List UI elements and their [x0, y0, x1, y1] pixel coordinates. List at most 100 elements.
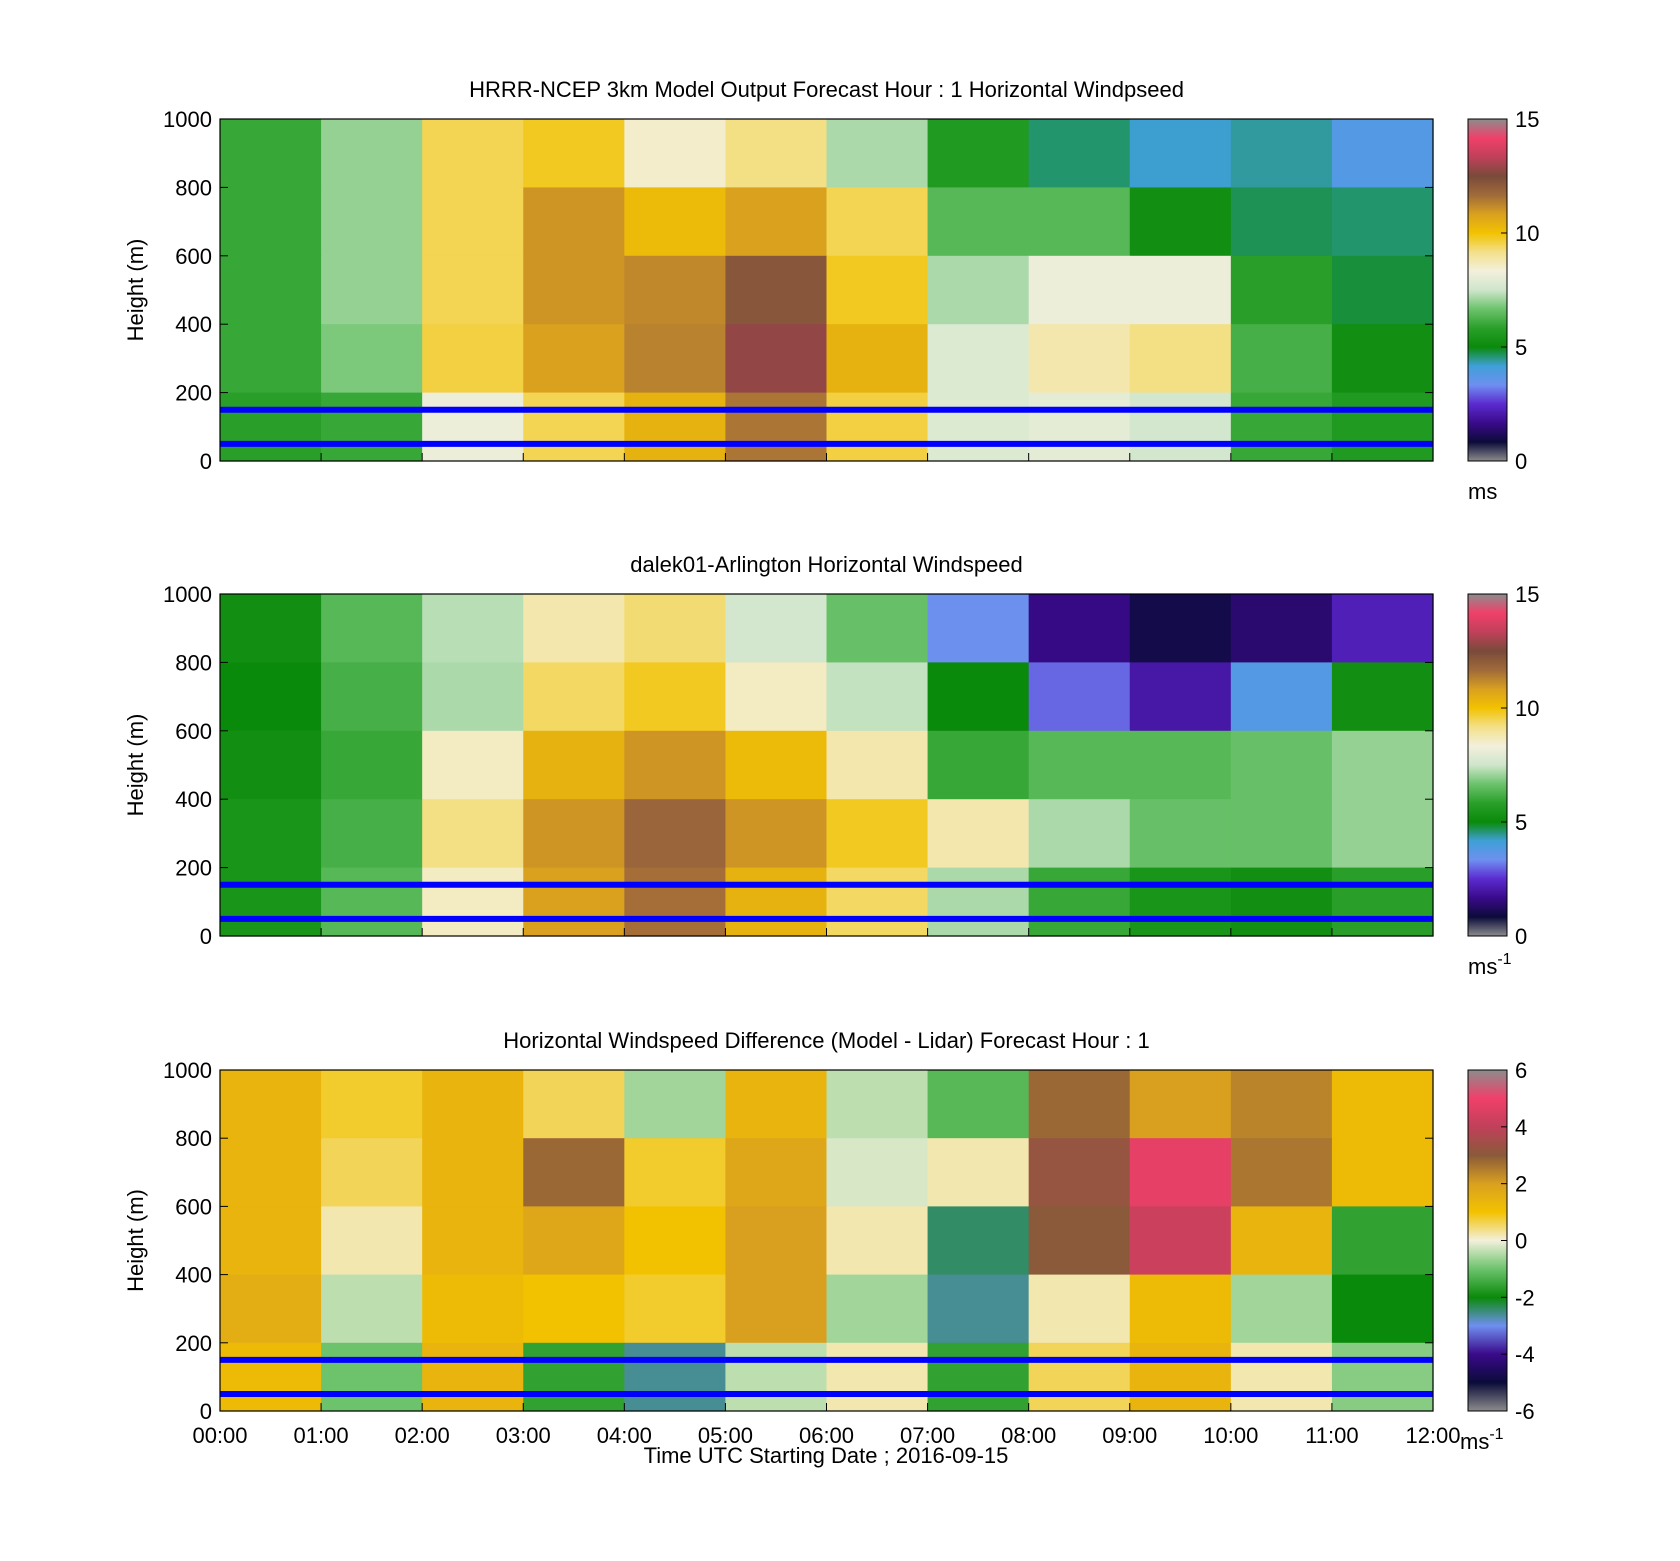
- colorbar-tick-label: 15: [1515, 107, 1539, 132]
- colorbar-tick-label: -6: [1515, 1399, 1535, 1424]
- x-tick-label: 09:00: [1102, 1423, 1157, 1448]
- x-tick-label: 11:00: [1305, 1423, 1358, 1448]
- heatmap-cell: [1331, 730, 1434, 800]
- heatmap-cell: [725, 392, 828, 462]
- heatmap-cell: [624, 594, 727, 663]
- heatmap-cell: [1129, 1342, 1232, 1412]
- heatmap-cell: [1331, 187, 1434, 257]
- heatmap-cell: [1129, 730, 1232, 800]
- y-tick-label: 0: [200, 1399, 212, 1424]
- y-tick-label: 800: [175, 650, 212, 675]
- panel-lidar-windspeed: dalek01-Arlington Horizontal Windspeed 0 2…: [123, 552, 1539, 979]
- y-axis-label: Height (m): [123, 239, 148, 342]
- y-tick-label: 800: [175, 1126, 212, 1151]
- y-axis-label: Height (m): [123, 714, 148, 817]
- x-tick-label: 12:00: [1405, 1423, 1460, 1448]
- x-tick-label: 02:00: [395, 1423, 450, 1448]
- heatmap-cell: [826, 730, 929, 800]
- colorbar-tick-label: 0: [1515, 924, 1527, 949]
- heatmap-cell: [422, 324, 524, 394]
- heatmap-cell: [321, 799, 423, 869]
- heatmap-cell: [826, 1274, 929, 1344]
- heatmap-cell: [523, 1274, 625, 1344]
- heatmap-cell: [422, 594, 524, 663]
- heatmap-cell: [523, 187, 625, 257]
- heatmap-cell: [725, 255, 828, 325]
- heatmap-cell: [1129, 324, 1232, 394]
- heatmap-cell: [624, 1274, 727, 1344]
- heatmap-cell: [927, 1070, 1030, 1139]
- x-tick-label: 05:00: [698, 1423, 753, 1448]
- heatmap-cell: [826, 1342, 929, 1412]
- heatmap-cell: [624, 392, 727, 462]
- heatmap-cell: [1129, 1274, 1232, 1344]
- heatmap-cell: [220, 1138, 322, 1207]
- heatmap-cell: [523, 119, 625, 188]
- heatmap-cell: [220, 1274, 322, 1344]
- heatmap-cell: [826, 1206, 929, 1276]
- heatmap-cell: [725, 324, 828, 394]
- y-tick-label: 200: [175, 381, 212, 406]
- heatmap-cell: [523, 255, 625, 325]
- heatmap-cell: [220, 119, 322, 188]
- heatmap-cell: [523, 867, 625, 937]
- heatmap-cell: [624, 662, 727, 732]
- heatmap-cell: [1129, 255, 1232, 325]
- heatmap-cell: [927, 119, 1030, 188]
- heatmap-cell: [1028, 1342, 1131, 1412]
- heatmap-cell: [523, 1070, 625, 1139]
- heatmap-cell: [1230, 662, 1333, 732]
- heatmap-cell: [422, 187, 524, 257]
- heatmap-cell: [1230, 730, 1333, 800]
- x-tick-label: 10:00: [1203, 1423, 1258, 1448]
- heatmap-cell: [422, 867, 524, 937]
- heatmap-cell: [422, 730, 524, 800]
- y-axis-label: Height (m): [123, 1189, 148, 1292]
- heatmap-cell: [624, 119, 727, 188]
- heatmap-cell: [422, 119, 524, 188]
- heatmap-cell: [321, 594, 423, 663]
- heatmap-cell: [725, 730, 828, 800]
- heatmap-cell: [1028, 730, 1131, 800]
- heatmap-cell: [422, 1274, 524, 1344]
- heatmap-cell: [1028, 392, 1131, 462]
- heatmap-cell: [1028, 594, 1131, 663]
- y-tick-label: 1000: [163, 582, 212, 607]
- heatmap-cell: [1028, 867, 1131, 937]
- y-tick-label: 400: [175, 312, 212, 337]
- heatmap-cell: [1331, 594, 1434, 663]
- x-tick-label: 01:00: [294, 1423, 349, 1448]
- heatmap-cell: [1331, 1342, 1434, 1412]
- heatmap-cell: [1331, 1070, 1434, 1139]
- y-tick-label: 1000: [163, 107, 212, 132]
- heatmap-cell: [725, 187, 828, 257]
- heatmap-cell: [927, 1342, 1030, 1412]
- heatmap-cell: [624, 1070, 727, 1139]
- heatmap-cell: [1331, 1274, 1434, 1344]
- heatmap-cell: [826, 255, 929, 325]
- heatmap-cell: [826, 324, 929, 394]
- colorbar-tick-label: 0: [1515, 1229, 1527, 1254]
- heatmap-cell: [927, 594, 1030, 663]
- heatmap-cell: [725, 1274, 828, 1344]
- colorbar: [1467, 118, 1508, 462]
- heatmap-cell: [422, 1342, 524, 1412]
- y-tick-label: 400: [175, 1263, 212, 1288]
- heatmap-cell: [220, 730, 322, 800]
- heatmap-cell: [1028, 1206, 1131, 1276]
- colorbar-tick-label: 2: [1515, 1172, 1527, 1197]
- heatmap-cell: [826, 1138, 929, 1207]
- heatmap-cell: [1230, 1206, 1333, 1276]
- heatmap-cell: [523, 392, 625, 462]
- heatmap-cell: [1230, 1274, 1333, 1344]
- y-tick-label: 200: [175, 856, 212, 881]
- heatmap-cell: [321, 662, 423, 732]
- heatmap-cell: [826, 119, 929, 188]
- heatmap-cell: [1331, 799, 1434, 869]
- heatmap-cell: [1230, 594, 1333, 663]
- heatmap-cell: [422, 799, 524, 869]
- heatmap-cell: [1028, 324, 1131, 394]
- heatmap-cell: [927, 187, 1030, 257]
- heatmap-cell: [523, 662, 625, 732]
- colorbar-tick-label: 10: [1515, 696, 1539, 721]
